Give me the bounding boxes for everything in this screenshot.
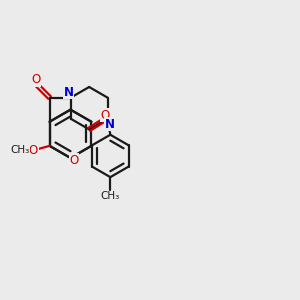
Text: O: O [29, 144, 38, 157]
Text: N: N [105, 118, 115, 130]
Text: CH₃: CH₃ [11, 145, 30, 155]
Text: N: N [63, 86, 74, 99]
Text: CH₃: CH₃ [101, 191, 120, 201]
Text: O: O [100, 109, 110, 122]
Text: O: O [31, 74, 40, 86]
Text: O: O [69, 154, 79, 166]
